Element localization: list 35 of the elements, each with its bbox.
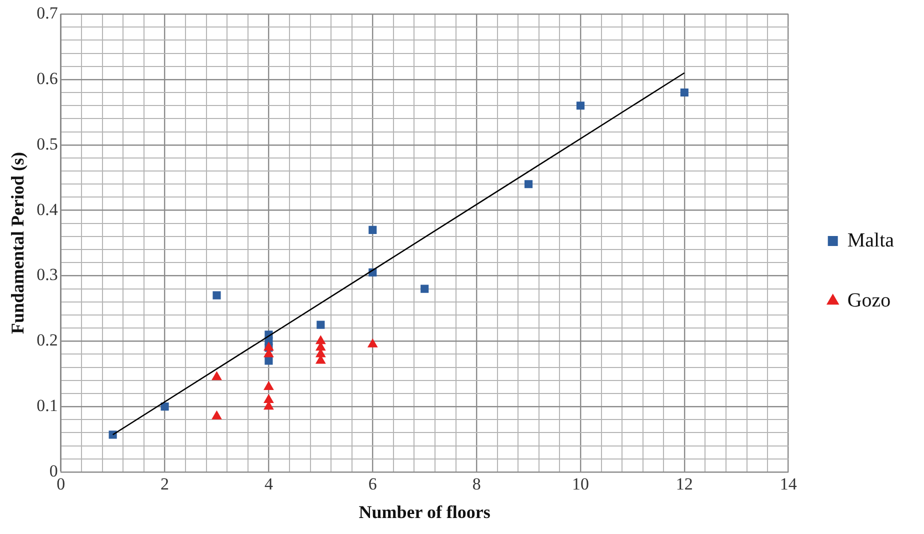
x-tick-label: 10 xyxy=(572,474,589,494)
point xyxy=(368,338,378,348)
x-tick-label: 14 xyxy=(780,474,798,494)
point xyxy=(264,356,273,365)
point xyxy=(316,336,326,344)
point xyxy=(212,372,222,380)
x-tick-label: 12 xyxy=(676,474,693,494)
point xyxy=(524,180,533,188)
y-tick-label: 0 xyxy=(49,461,58,480)
point xyxy=(576,102,585,110)
point xyxy=(368,226,377,234)
y-tick-label: 0.2 xyxy=(36,330,58,350)
x-tick-label: 8 xyxy=(472,474,481,494)
y-axis-title: Fundamental Period (s) xyxy=(7,152,28,334)
point xyxy=(680,88,688,97)
y-tick-label: 0.3 xyxy=(36,265,58,284)
y-tick-label: 0.5 xyxy=(36,134,58,154)
point xyxy=(212,410,222,420)
legend-label: Gozo xyxy=(847,289,891,312)
y-tick-label: 0.4 xyxy=(36,200,58,219)
point xyxy=(108,430,117,439)
point xyxy=(264,394,274,404)
point xyxy=(264,381,274,390)
x-tick-label: 2 xyxy=(160,474,170,494)
x-tick-label: 4 xyxy=(264,474,274,494)
y-tick-label: 0.1 xyxy=(36,396,58,416)
point xyxy=(420,284,429,293)
x-tick-label: 6 xyxy=(368,474,377,494)
y-tick-label: 0.7 xyxy=(36,3,58,22)
point xyxy=(160,402,169,411)
point xyxy=(212,291,221,300)
legend-label: Malta xyxy=(847,229,894,252)
x-axis-title: Number of floors xyxy=(358,502,490,522)
y-tick-label: 0.6 xyxy=(36,68,58,88)
point xyxy=(316,320,325,329)
